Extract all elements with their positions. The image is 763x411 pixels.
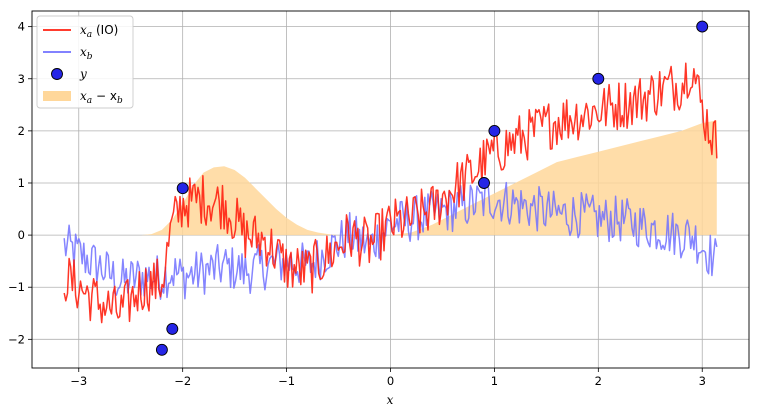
y-tick-label: 2 [18, 124, 25, 138]
x-tick-label: 3 [699, 374, 706, 388]
y-ticks: −2 −1 0 1 2 3 4 [8, 20, 32, 346]
scatter-point [488, 124, 501, 137]
legend-label-diff: xa − xb [80, 89, 123, 106]
y-tick-label: −2 [8, 332, 25, 346]
plot-area: −3 −2 −1 0 1 2 3 −2 −1 0 1 2 3 4 x [8, 10, 750, 407]
x-tick-label: 1 [491, 374, 498, 388]
y-tick-label: 4 [18, 20, 25, 34]
y-tick-label: 3 [18, 72, 25, 86]
scatter-point [166, 322, 179, 335]
scatter-point [592, 72, 605, 85]
legend-label-xa: xa (IO) [80, 23, 118, 40]
y-tick-label: 0 [18, 228, 25, 242]
scatter-layer [155, 20, 709, 356]
x-tick-label: −2 [174, 374, 191, 388]
scatter-point [155, 343, 168, 356]
series-lines-layer [63, 62, 718, 324]
difference-area [64, 120, 717, 236]
difference-area-layer [64, 120, 717, 236]
x-tick-label: 2 [595, 374, 602, 388]
y-tick-label: 1 [18, 176, 25, 190]
x-tick-label: −3 [70, 374, 87, 388]
x-tick-label: −1 [278, 374, 295, 388]
scatter-point [478, 177, 490, 189]
x-axis-label: x [387, 393, 394, 407]
legend-box [36, 15, 134, 109]
scatter-point [176, 182, 189, 195]
x-tick-label: 0 [387, 374, 394, 388]
legend-label-xb: xb [80, 45, 93, 62]
series-line-xa [63, 62, 718, 324]
y-tick-label: −1 [8, 280, 25, 294]
scatter-point [696, 20, 709, 33]
legend: xa (IO) xb y xa − xb [36, 15, 134, 109]
legend-handle-y [51, 68, 63, 80]
legend-handle-diff [43, 91, 71, 101]
legend-label-y: y [79, 67, 87, 81]
x-ticks: −3 −2 −1 0 1 2 3 [70, 368, 706, 388]
